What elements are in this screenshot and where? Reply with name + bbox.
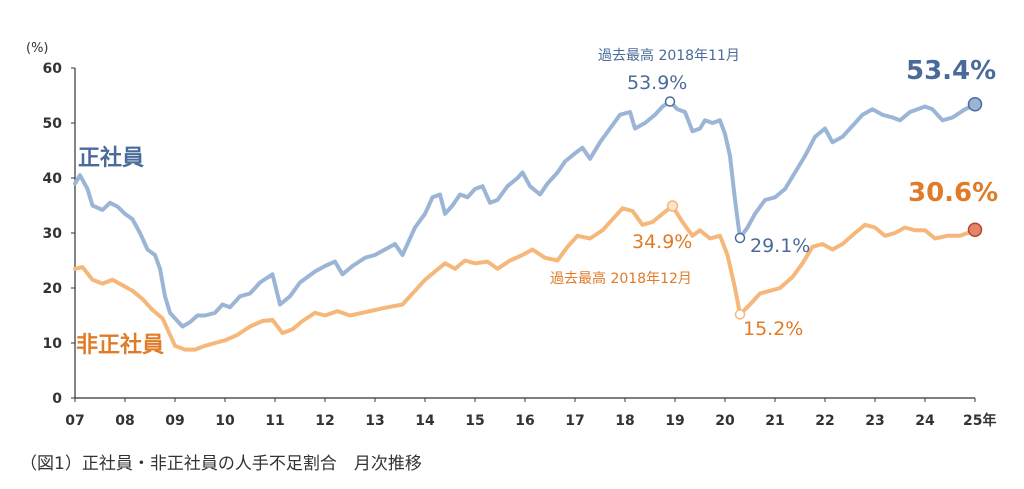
x-tick-label: 24: [915, 413, 935, 429]
x-tick-label: 11: [265, 413, 284, 429]
y-unit-label: (%): [26, 41, 49, 56]
y-tick-label: 40: [43, 171, 63, 187]
x-tick-label: 19: [665, 413, 684, 429]
x-tick-label: 12: [315, 413, 334, 429]
x-tick-label: 22: [815, 413, 834, 429]
seishain-series-line: [73, 99, 977, 329]
x-axis: 07 08 09 10 11 12 13 14 15 16 17 18 19 20 21 22 23 24 25年: [65, 397, 996, 429]
x-tick-label: 08: [115, 413, 134, 429]
peak-seishain-value: 53.9%: [627, 72, 687, 94]
latest-seishain-value: 53.4%: [906, 56, 996, 86]
y-tick-label: 50: [43, 116, 63, 132]
y-tick-label: 10: [43, 336, 63, 352]
x-tick-label: 13: [365, 413, 384, 429]
x-tick-label: 16: [515, 413, 534, 429]
y-tick-label: 20: [43, 281, 63, 297]
low-seishain-value: 29.1%: [750, 235, 810, 257]
peak-hiseishain-marker: [666, 200, 679, 212]
x-tick-label: 09: [165, 413, 184, 429]
x-tick-label: 14: [415, 413, 435, 429]
x-tick-label: 18: [615, 413, 634, 429]
low-seishain-marker: [734, 232, 746, 244]
peak-seishain-marker: [664, 96, 676, 107]
x-tick-label: 21: [765, 413, 784, 429]
series-lines: [73, 99, 977, 352]
y-tick-label: 0: [52, 391, 62, 407]
point-markers: [664, 96, 983, 320]
latest-hiseishain-value: 30.6%: [908, 178, 998, 208]
y-tick-label: 30: [43, 226, 63, 242]
latest-seishain-marker: [967, 97, 983, 112]
annotations: (%) 正社員 非正社員 過去最高 2018年11月 53.9% 34.9% 過…: [26, 41, 998, 358]
low-hiseishain-marker: [734, 309, 746, 320]
peak-hiseishain-text: 過去最高 2018年12月: [550, 270, 692, 287]
low-hiseishain-value: 15.2%: [743, 318, 803, 340]
figure-caption: （図1）正社員・非正社員の人手不足割合 月次推移: [20, 454, 422, 474]
x-tick-label: 23: [865, 413, 884, 429]
latest-hiseishain-marker: [967, 222, 983, 237]
hiseishain-series-line: [73, 204, 977, 352]
x-tick-label: 20: [715, 413, 735, 429]
x-tick-label: 25年: [963, 412, 996, 429]
x-tick-label: 07: [65, 413, 84, 429]
x-tick-label: 17: [565, 413, 584, 429]
y-tick-label: 60: [43, 61, 63, 77]
peak-hiseishain-value: 34.9%: [632, 231, 692, 253]
x-tick-label: 10: [215, 413, 235, 429]
seishain-series-label: 正社員: [78, 145, 144, 171]
hiseishain-series-label: 非正社員: [76, 332, 164, 358]
y-axis: 0 10 20 30 40 50 60: [43, 61, 76, 407]
x-tick-label: 15: [465, 413, 484, 429]
peak-seishain-text: 過去最高 2018年11月: [598, 47, 740, 64]
